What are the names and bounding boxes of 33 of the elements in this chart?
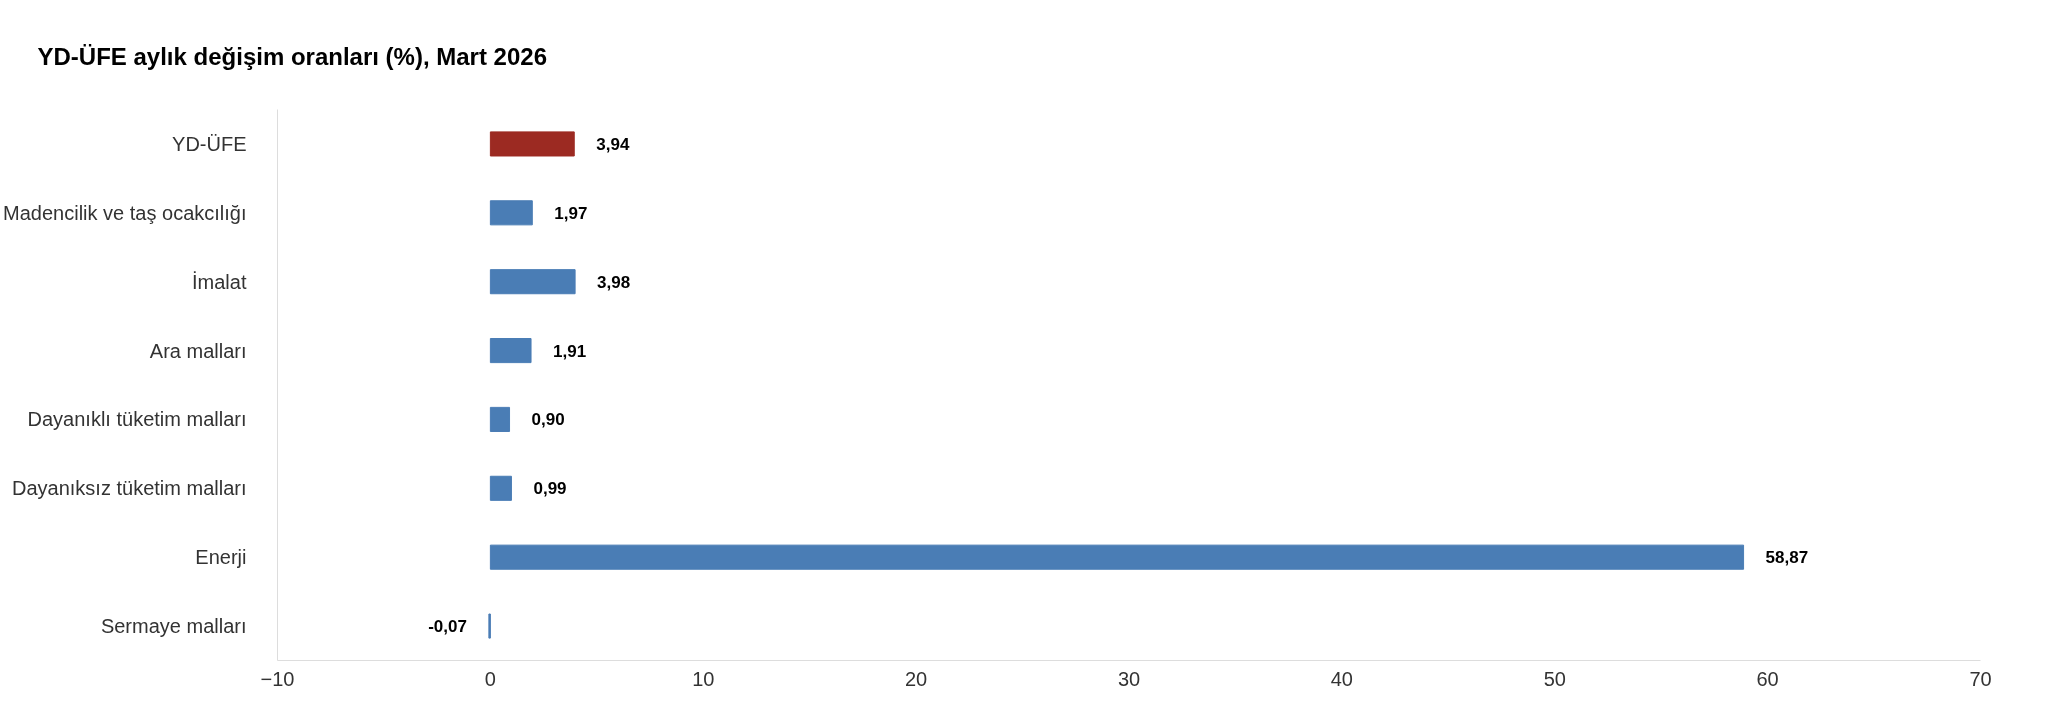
y-tick-label: Sermaye malları bbox=[100, 615, 247, 638]
x-tick-label: 40 bbox=[1330, 667, 1353, 690]
data-label: 58,87 bbox=[1765, 548, 1809, 568]
bar bbox=[489, 131, 575, 157]
data-label: 3,98 bbox=[597, 272, 631, 292]
y-tick-label: Ara malları bbox=[149, 339, 247, 362]
bar bbox=[489, 544, 1745, 570]
bar bbox=[489, 269, 576, 295]
bar bbox=[489, 200, 533, 226]
x-tick-label: 30 bbox=[1117, 667, 1141, 690]
x-tick-label: −10 bbox=[260, 667, 295, 690]
bar bbox=[489, 406, 511, 432]
y-tick-label: Enerji bbox=[195, 546, 247, 569]
y-tick-label: İmalat bbox=[192, 270, 247, 293]
chart-title: YD-ÜFE aylık değişim oranları (%), Mart 2026 bbox=[37, 42, 547, 70]
data-label: 1,91 bbox=[553, 341, 587, 361]
y-tick-label: Madencilik ve taş ocakcılığı bbox=[3, 201, 247, 224]
y-tick-label: YD-ÜFE bbox=[172, 132, 247, 155]
data-label: 1,97 bbox=[554, 203, 588, 223]
y-tick-label: Dayanıksız tüketim malları bbox=[11, 477, 247, 500]
data-label: 3,94 bbox=[596, 134, 630, 154]
x-tick-label: 60 bbox=[1756, 667, 1779, 690]
x-tick-label: 50 bbox=[1543, 667, 1566, 690]
data-label: -0,07 bbox=[428, 617, 467, 637]
bar bbox=[489, 338, 532, 364]
bar bbox=[489, 475, 512, 501]
y-tick-label: Dayanıklı tüketim malları bbox=[27, 408, 247, 431]
data-label: 0,99 bbox=[533, 479, 567, 499]
data-label: 0,90 bbox=[531, 410, 565, 430]
x-tick-label: 0 bbox=[484, 667, 496, 690]
x-tick-label: 20 bbox=[905, 667, 928, 690]
x-tick-label: 10 bbox=[692, 667, 715, 690]
x-tick-label: 70 bbox=[1969, 667, 1992, 690]
